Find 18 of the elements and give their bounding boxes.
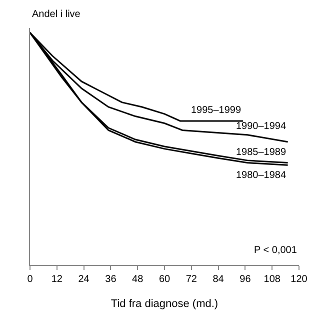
x-tick-label: 84	[212, 274, 224, 285]
series-label: 1985–1989	[236, 147, 286, 158]
series-label: 1995–1999	[191, 105, 242, 116]
x-axis-title: Tid fra diagnose (md.)	[110, 298, 218, 310]
x-tick-label: 96	[240, 274, 252, 285]
x-tick-label: 120	[290, 274, 308, 285]
x-tick-label: 48	[132, 274, 144, 285]
series-label: 1990–1994	[236, 121, 286, 132]
y-axis-title: Andel i live	[32, 9, 81, 20]
x-tick-label: 36	[105, 274, 117, 285]
x-tick-label: 24	[78, 274, 90, 285]
x-tick-label: 108	[264, 274, 281, 285]
annotation: P < 0,001	[254, 245, 298, 256]
x-tick-label: 60	[158, 274, 170, 285]
x-tick-label: 12	[51, 274, 63, 285]
x-tick-label: 0	[27, 274, 34, 285]
x-tick-label: 72	[186, 274, 198, 285]
series-label: 1980–1984	[236, 170, 286, 181]
